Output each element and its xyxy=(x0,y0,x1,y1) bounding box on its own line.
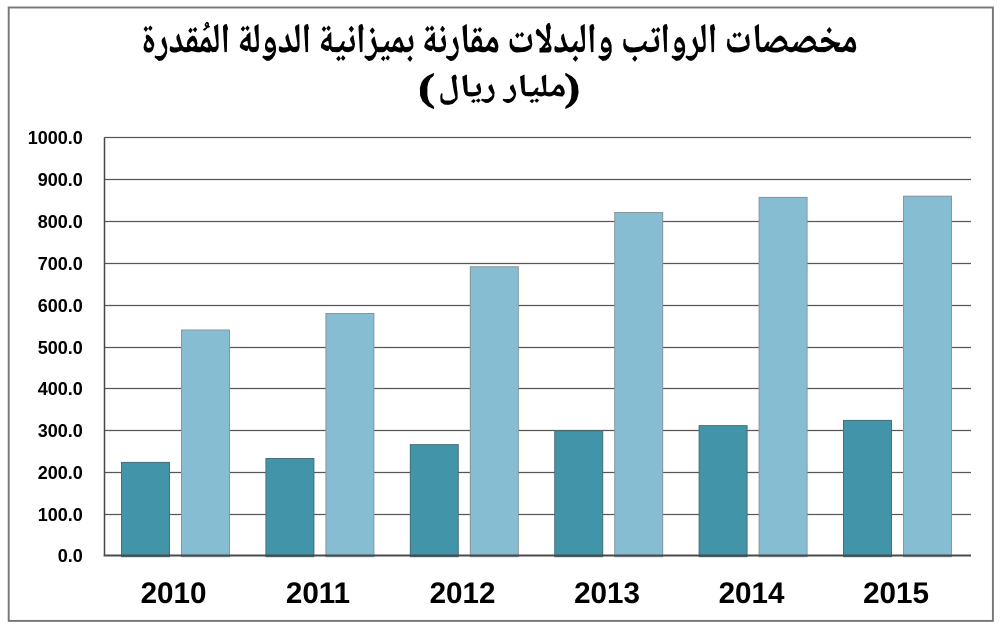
svg-text:800.0: 800.0 xyxy=(38,212,83,232)
svg-text:0.0: 0.0 xyxy=(58,546,83,566)
svg-text:600.0: 600.0 xyxy=(38,296,83,316)
svg-text:500.0: 500.0 xyxy=(38,338,83,358)
svg-text:2013: 2013 xyxy=(574,577,640,610)
svg-text:2012: 2012 xyxy=(430,577,496,610)
svg-text:2011: 2011 xyxy=(286,577,350,610)
svg-text:100.0: 100.0 xyxy=(38,505,83,525)
svg-text:700.0: 700.0 xyxy=(38,254,83,274)
svg-text:900.0: 900.0 xyxy=(38,170,83,190)
svg-text:300.0: 300.0 xyxy=(38,421,83,441)
svg-text:2010: 2010 xyxy=(141,577,207,610)
svg-text:1000.0: 1000.0 xyxy=(28,128,83,148)
svg-text:2014: 2014 xyxy=(719,577,785,610)
svg-text:400.0: 400.0 xyxy=(38,379,83,399)
svg-text:200.0: 200.0 xyxy=(38,463,83,483)
svg-text:2015: 2015 xyxy=(863,577,929,610)
